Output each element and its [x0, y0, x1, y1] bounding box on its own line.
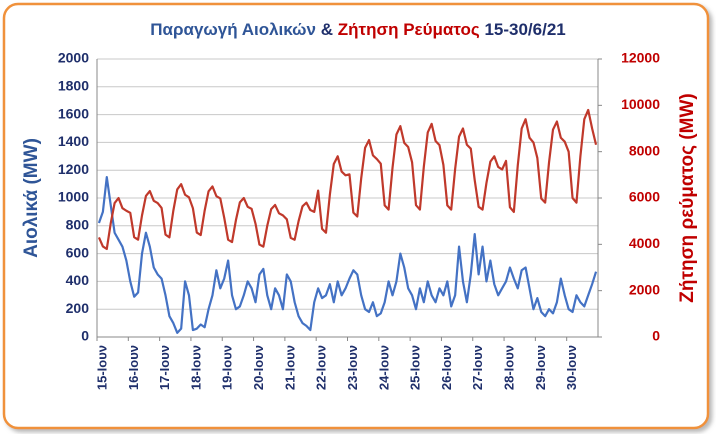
title-part: Ζήτηση Ρεύματος [338, 20, 480, 39]
x-tick-label: 16-Ιουν [126, 345, 141, 390]
x-tick-label: 25-Ιουν [408, 345, 423, 390]
x-tick-label: 22-Ιουν [314, 345, 329, 390]
x-tick-label: 20-Ιουν [251, 345, 266, 390]
x-tick-label: 18-Ιουν [188, 345, 203, 390]
y2-tick-label: 0 [652, 328, 660, 344]
x-tick-label: 30-Ιουν [564, 345, 579, 390]
y2-tick-label: 4000 [629, 235, 660, 251]
y-tick-label: 0 [81, 328, 89, 344]
y2-axis-title: Ζήτηση ρεύματος (MW) [677, 93, 698, 302]
x-tick-label: 24-Ιουν [376, 345, 391, 390]
y2-tick-label: 12000 [621, 50, 660, 66]
y-axis-title: Αιολικά (MW) [21, 138, 42, 258]
chart-title: Παραγωγή Αιολικών & Ζήτηση Ρεύματος 15-3… [150, 20, 565, 39]
y-tick-label: 200 [66, 300, 90, 316]
x-tick-label: 23-Ιουν [345, 345, 360, 390]
y-tick-label: 1200 [58, 161, 89, 177]
y-tick-label: 800 [66, 217, 90, 233]
x-tick-label: 21-Ιουν [282, 345, 297, 390]
data-line [97, 176, 598, 334]
data-line [97, 108, 598, 251]
x-tick-label: 26-Ιουν [439, 345, 454, 390]
x-tick-label: 15-Ιουν [94, 345, 109, 390]
y-tick-label: 400 [66, 272, 90, 288]
y-tick-label: 1400 [58, 133, 89, 149]
title-part: & [321, 20, 333, 39]
x-tick-label: 17-Ιουν [157, 345, 172, 390]
x-tick-label: 29-Ιουν [533, 345, 548, 390]
y-tick-label: 1800 [58, 78, 89, 94]
x-tick-label: 27-Ιουν [470, 345, 485, 390]
y-tick-label: 1000 [58, 189, 89, 205]
title-part: Παραγωγή Αιολικών [150, 20, 316, 39]
x-tick-label: 19-Ιουν [220, 345, 235, 390]
x-tick-label: 28-Ιουν [502, 345, 517, 390]
y2-tick-label: 6000 [629, 189, 660, 205]
y-tick-label: 600 [66, 244, 90, 260]
y-tick-label: 2000 [58, 50, 89, 66]
y2-tick-label: 10000 [621, 96, 660, 112]
title-part: 15-30/6/21 [484, 20, 565, 39]
y2-tick-label: 2000 [629, 281, 660, 297]
y-tick-label: 1600 [58, 105, 89, 121]
y2-tick-label: 8000 [629, 142, 660, 158]
